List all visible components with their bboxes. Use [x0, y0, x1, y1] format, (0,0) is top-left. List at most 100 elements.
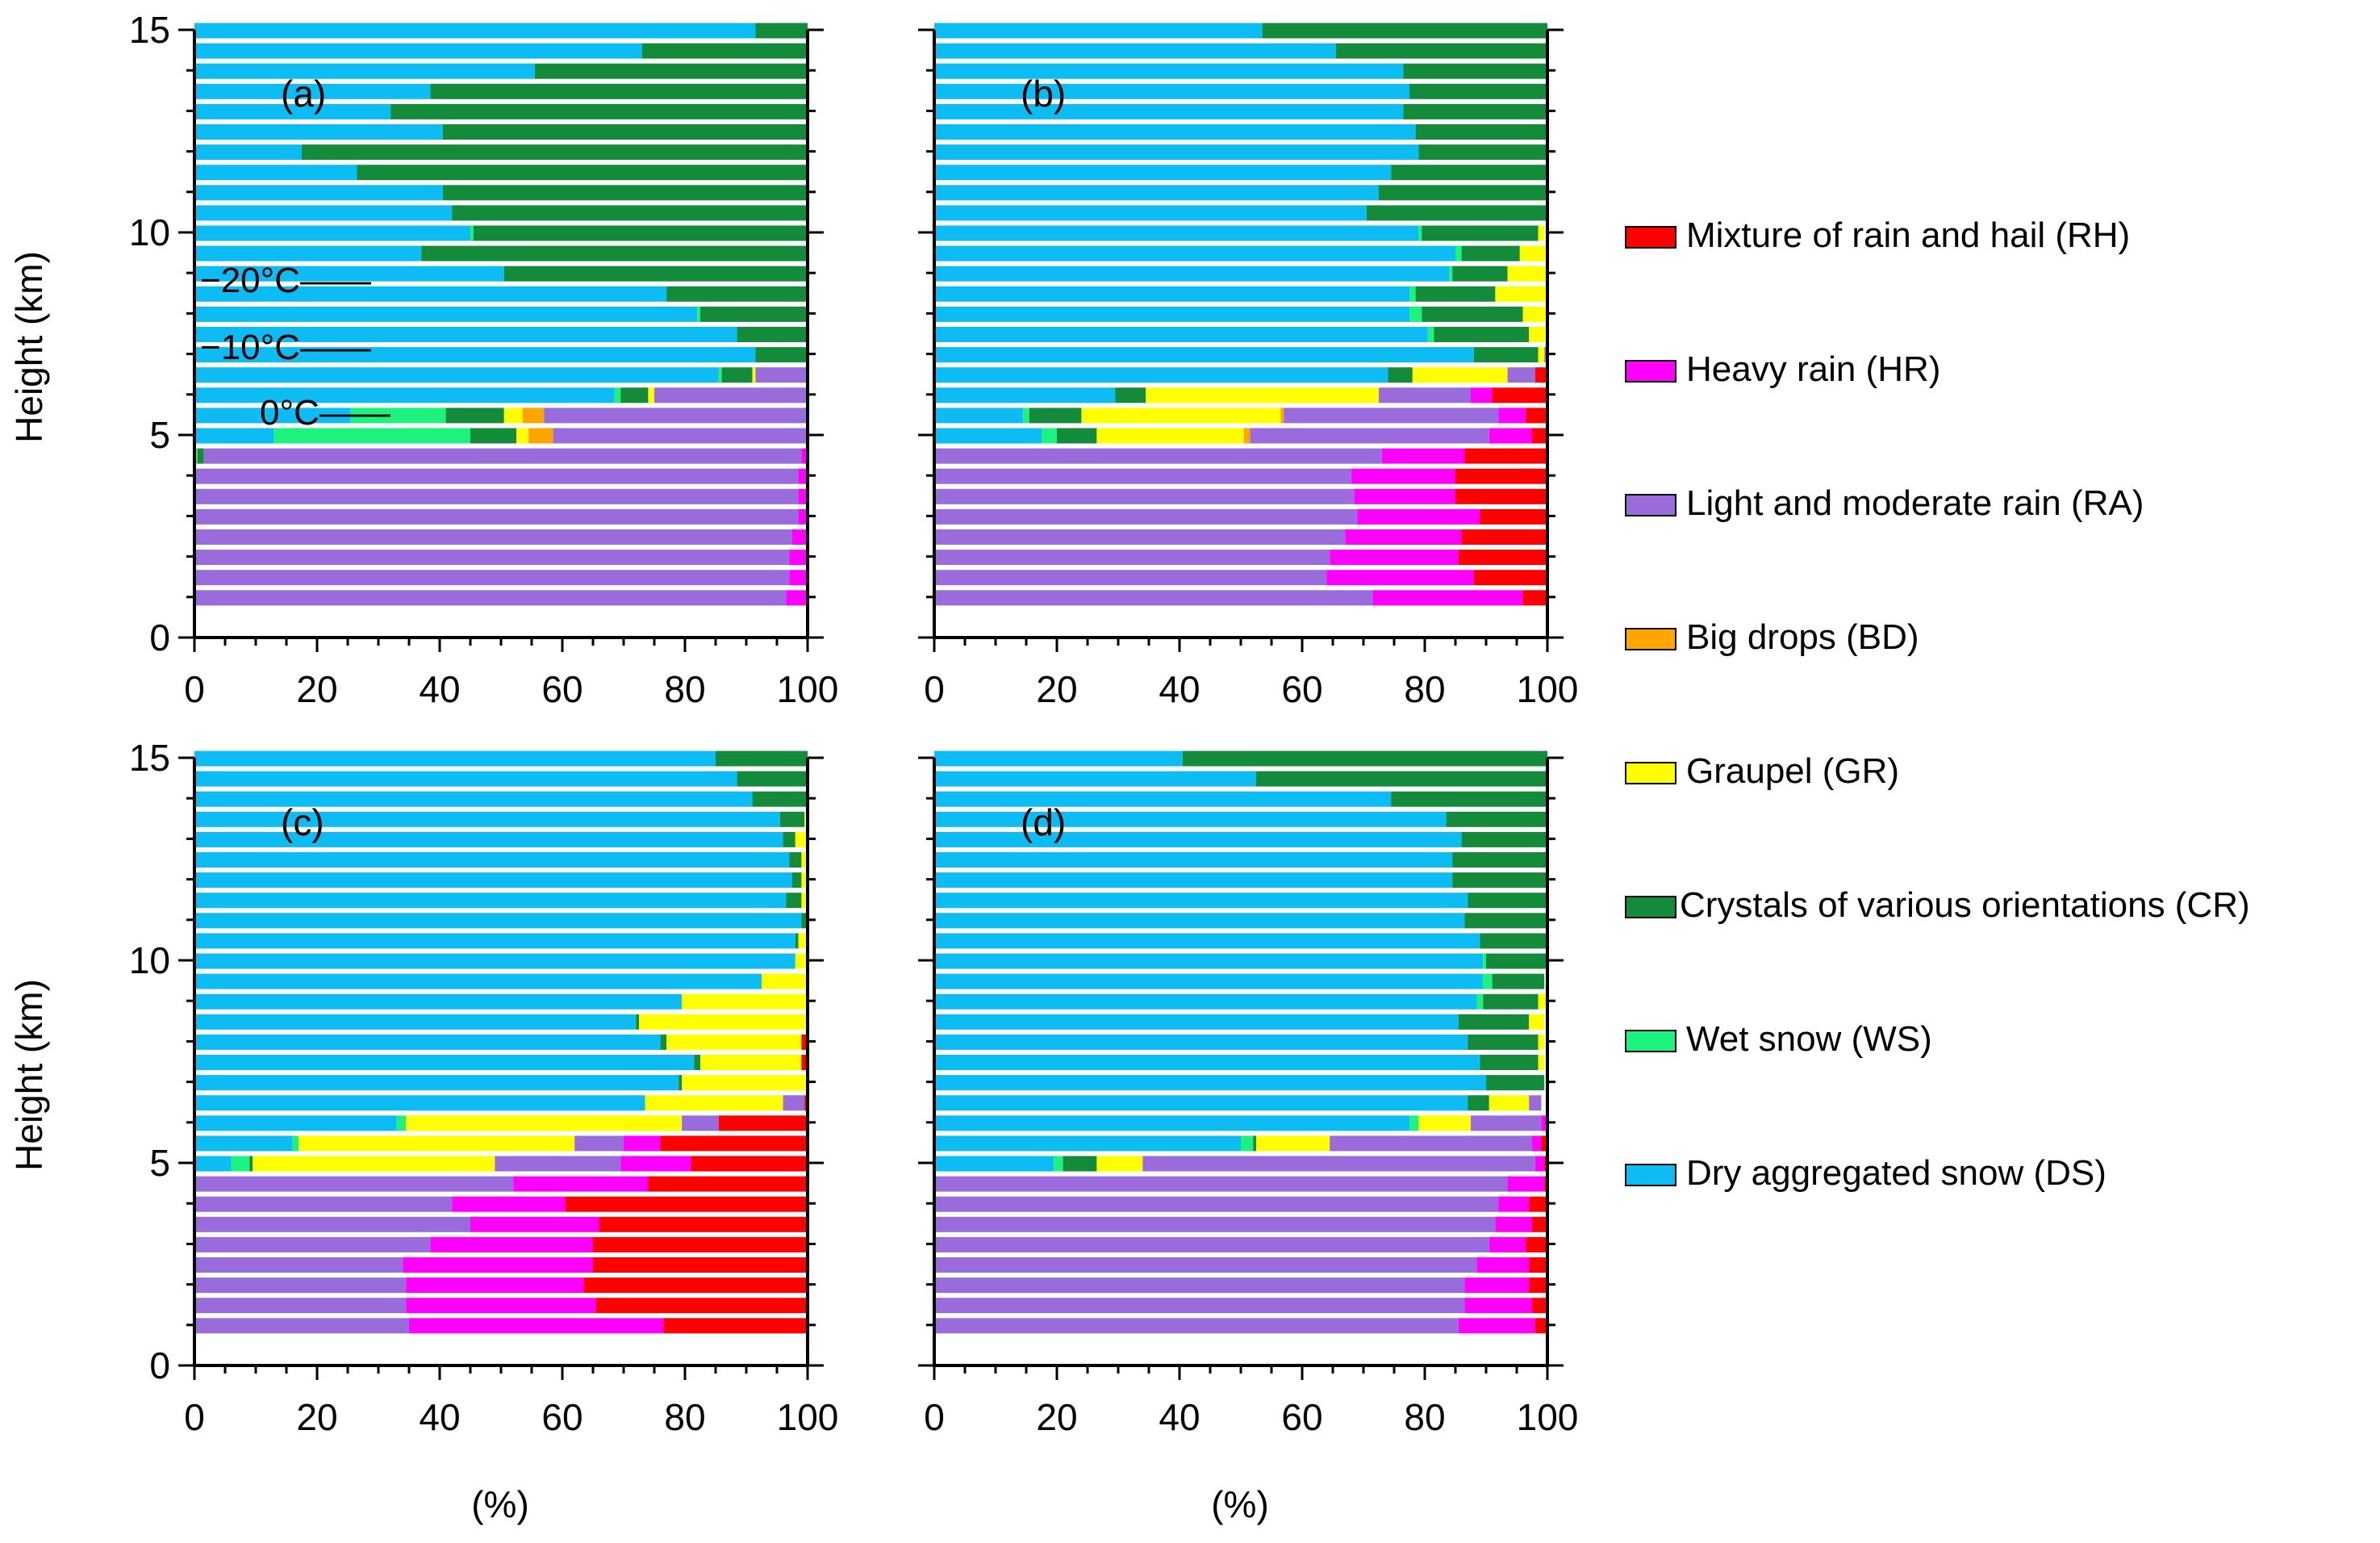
bar-segment-cr — [755, 23, 808, 39]
bar-segment-ds — [194, 63, 535, 79]
bar-segment-gr — [639, 1014, 808, 1030]
bar-segment-ra — [934, 1298, 1465, 1314]
bar-segment-cr — [1388, 367, 1413, 383]
bar-segment-hr — [1372, 590, 1523, 606]
x-tick-label: 0 — [924, 1396, 945, 1438]
bar-segment-hr — [1381, 448, 1465, 464]
bar-segment-ws — [350, 408, 446, 424]
bar-segment-hr — [1541, 1115, 1547, 1131]
legend-label-cr: Crystals of various orientations (CR) — [1680, 885, 2250, 925]
bar-segment-gr — [1146, 387, 1379, 404]
bar-segment-hr — [452, 1196, 566, 1212]
bar-segment-cr — [700, 306, 808, 322]
bar-segment-ra — [553, 428, 808, 444]
bar-segment-rh — [599, 1216, 808, 1232]
legend-swatch-ds — [1625, 1164, 1676, 1186]
bar-segment-rh — [648, 1176, 808, 1192]
bar-segment-ds — [934, 367, 1388, 383]
bar-segment-gr — [299, 1135, 575, 1152]
bar-segment-rh — [1532, 1298, 1547, 1314]
bar-segment-cr — [779, 811, 805, 827]
bar-segment-cr — [694, 1055, 700, 1070]
bar-segment-gr — [798, 933, 808, 949]
y-axis-title: Height (km) — [8, 979, 50, 1171]
bar-segment-rh — [1458, 550, 1547, 566]
x-tick-label: 0 — [184, 668, 205, 710]
x-tick-label: 100 — [777, 1396, 839, 1438]
temperature-annotation: 0°C—— — [260, 393, 390, 433]
bar-segment-ds — [194, 791, 753, 807]
bar-segment-gr — [801, 872, 808, 889]
legend: Mixture of rain and hail (RH) Heavy rain… — [1625, 215, 2250, 1193]
bar-segment-cr — [641, 43, 808, 59]
bar-segment-ds — [194, 893, 787, 909]
bar-segment-ds — [934, 347, 1474, 363]
bar-segment-cr — [786, 893, 802, 909]
bar-segment-ds — [934, 751, 1183, 767]
bar-segment-gr — [795, 831, 808, 847]
bar-segment-cr — [755, 347, 808, 363]
bar-segment-cr — [1486, 1075, 1545, 1091]
y-tick-label: 5 — [149, 414, 170, 456]
bar-segment-hr — [801, 448, 808, 464]
bar-segment-rh — [1473, 570, 1547, 586]
y-axis-title: Height (km) — [8, 251, 50, 443]
bar-segment-ds — [934, 205, 1367, 221]
bar-segment-rh — [1480, 508, 1547, 525]
x-tick-label: 60 — [541, 1396, 582, 1438]
bar-segment-cr — [1335, 43, 1547, 59]
bar-segment-hr — [430, 1236, 593, 1252]
bar-segment-cr — [452, 205, 808, 221]
bar-segment-ra — [1250, 428, 1489, 444]
bar-segment-cr — [1486, 953, 1547, 969]
x-tick-label: 80 — [664, 668, 705, 710]
bar-segment-ds — [194, 144, 302, 161]
bar-segment-cr — [1468, 1095, 1489, 1111]
bar-segment-ra — [495, 1156, 621, 1172]
bar-segment-cr — [1480, 933, 1547, 949]
bar-segment-gr — [1256, 1135, 1330, 1152]
bar-segment-rh — [718, 1115, 808, 1131]
bar-segment-bd — [1243, 428, 1251, 444]
bar-segment-hr — [406, 1277, 584, 1294]
bar-segment-ds — [934, 852, 1453, 868]
bar-segment-ds — [194, 347, 756, 363]
bar-segment-cr — [1452, 266, 1508, 282]
bar-segment-rh — [1464, 448, 1547, 464]
bar-segment-ws — [396, 1115, 407, 1131]
x-tick-label: 100 — [777, 668, 839, 710]
x-tick-label: 20 — [296, 1396, 337, 1438]
bar-segment-ds — [934, 1014, 1459, 1030]
bar-segment-rh — [1534, 367, 1547, 383]
bar-segment-hr — [1464, 1298, 1532, 1314]
bar-segment-ws — [1054, 1156, 1063, 1172]
bar-segment-ra — [574, 1135, 624, 1152]
bar-segment-cr — [1452, 852, 1547, 868]
bar-segment-ra — [934, 488, 1355, 504]
bar-segment-cr — [1115, 387, 1146, 404]
bar-segment-ds — [194, 1034, 661, 1050]
bar-segment-gr — [253, 1156, 495, 1172]
bar-segment-ra — [755, 367, 808, 383]
bar-segment-ds — [194, 933, 795, 949]
x-tick-label: 100 — [1517, 668, 1579, 710]
bar-segment-ws — [1409, 1115, 1419, 1131]
bar-segment-hr — [1498, 408, 1526, 424]
bar-segment-ra — [934, 550, 1330, 566]
bar-segment-ds — [934, 286, 1409, 302]
legend-swatch-rh — [1625, 226, 1676, 249]
bar-segment-ds — [934, 872, 1453, 889]
bar-segment-ws — [292, 1135, 299, 1152]
bar-segment-cr — [445, 408, 504, 424]
bar-segment-ds — [934, 83, 1409, 99]
bar-segment-hr — [1532, 1135, 1542, 1152]
bar-segment-ra — [1284, 408, 1499, 424]
bar-segment-ra — [1330, 1135, 1532, 1152]
bar-segment-ws — [1483, 973, 1493, 989]
bar-segment-ra — [934, 508, 1358, 525]
bar-segment-ds — [934, 225, 1419, 241]
bar-segment-ra — [934, 590, 1373, 606]
bar-segment-hr — [1330, 550, 1459, 566]
bar-segment-ra — [194, 1257, 403, 1273]
